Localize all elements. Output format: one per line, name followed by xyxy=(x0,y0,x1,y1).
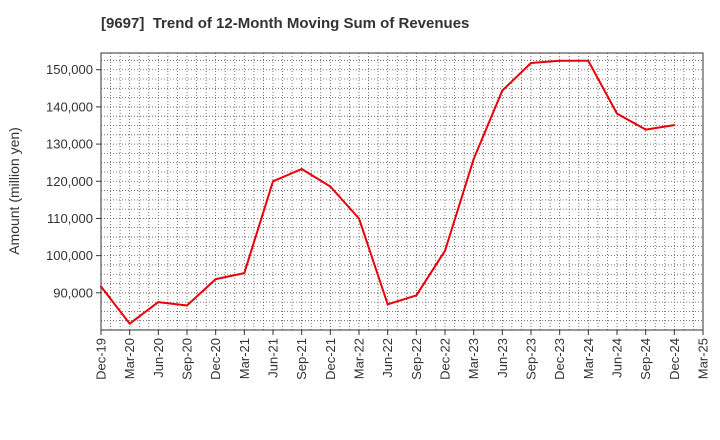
data-point xyxy=(472,157,475,160)
y-axis: 90,000 100,000 110,000 120,000 130,000 140,00… xyxy=(46,62,101,300)
plot-frame xyxy=(100,52,704,331)
y-tick-label: 100,000 xyxy=(46,248,93,263)
x-tick-label: Dec-22 xyxy=(438,338,453,380)
x-tick-label: Sep-22 xyxy=(409,338,424,380)
data-point xyxy=(243,272,246,275)
x-tick-label: Dec-20 xyxy=(208,338,223,380)
data-point xyxy=(186,304,188,307)
x-tick-label: Jun-21 xyxy=(266,338,281,378)
data-point xyxy=(616,112,618,115)
x-tick-label: Dec-23 xyxy=(552,338,567,380)
data-point xyxy=(100,285,102,288)
x-tick-label: Jun-20 xyxy=(151,338,166,378)
x-tick-label: Mar-23 xyxy=(466,338,481,379)
data-point xyxy=(329,185,332,188)
x-tick-label: Mar-21 xyxy=(237,338,252,379)
x-tick-label: Sep-23 xyxy=(524,338,539,380)
data-point xyxy=(300,168,303,171)
x-tick-label: Mar-20 xyxy=(122,338,137,379)
x-tick-label: Jun-23 xyxy=(495,338,510,378)
data-point xyxy=(673,124,676,127)
x-tick-label: Jun-24 xyxy=(610,338,625,378)
y-tick-label: 110,000 xyxy=(47,211,93,226)
x-tick-label: Jun-22 xyxy=(380,338,395,378)
x-axis: Dec-19 Mar-20 Jun-20 Sep-20 Dec-20 Mar-21 Jun-… xyxy=(94,330,711,380)
x-tick-label: Mar-25 xyxy=(696,338,711,379)
x-tick-label: Sep-21 xyxy=(294,338,309,380)
data-point xyxy=(157,301,160,304)
x-tick-label: Mar-22 xyxy=(352,338,367,379)
x-tick-label: Dec-24 xyxy=(667,338,682,380)
y-tick-label: 120,000 xyxy=(46,174,93,189)
series-layer xyxy=(100,59,676,325)
y-tick-label: 130,000 xyxy=(46,137,93,152)
data-point xyxy=(358,217,360,220)
x-tick-label: Sep-24 xyxy=(638,338,653,380)
x-tick-label: Dec-21 xyxy=(323,338,338,380)
data-point xyxy=(415,294,418,297)
data-point xyxy=(386,303,389,306)
data-point xyxy=(530,62,532,65)
data-point xyxy=(501,89,504,92)
data-point xyxy=(644,128,647,131)
data-point xyxy=(128,322,131,325)
x-tick-label: Mar-24 xyxy=(581,338,596,379)
data-point xyxy=(587,59,590,62)
x-tick-label: Dec-19 xyxy=(94,338,109,380)
y-tick-label: 140,000 xyxy=(46,99,93,114)
y-tick-label: 150,000 xyxy=(46,62,93,77)
y-tick-label: 90,000 xyxy=(53,285,93,300)
grid xyxy=(101,53,703,330)
data-point xyxy=(558,59,561,62)
chart-title: [9697] Trend of 12-Month Moving Sum of R… xyxy=(101,15,470,32)
data-point xyxy=(444,249,446,252)
x-tick-label: Sep-20 xyxy=(180,338,195,380)
data-point xyxy=(272,180,274,183)
y-axis-label: Amount (million yen) xyxy=(6,127,22,255)
data-point xyxy=(214,278,217,281)
